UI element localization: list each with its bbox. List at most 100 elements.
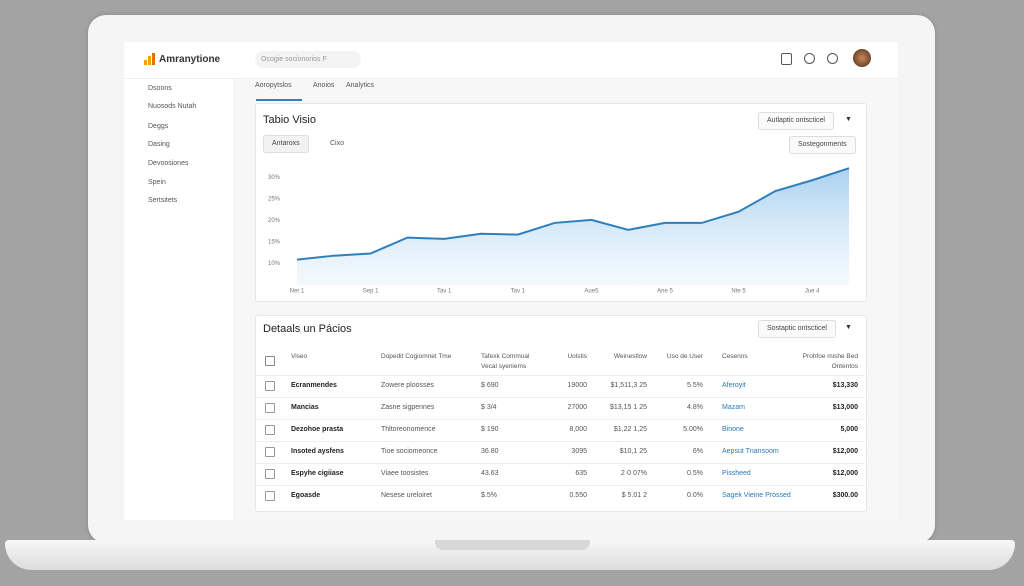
table-cell: 43.63 <box>481 470 499 477</box>
x-tick-label: Sep 1 <box>363 289 379 295</box>
area <box>297 168 849 285</box>
table-cell: Egoasde <box>291 492 321 499</box>
sidebar-item[interactable]: Spein <box>148 179 166 186</box>
table-cell: Insoted aysfens <box>291 448 344 455</box>
table-cell: 2·0 07% <box>620 470 647 477</box>
row-divider <box>255 419 865 420</box>
table-cell: 635 <box>575 470 587 477</box>
table-dropdown[interactable]: Sostaptic ontscticel <box>758 320 836 338</box>
settings-icon[interactable] <box>827 53 838 64</box>
avatar[interactable] <box>853 49 871 67</box>
table-cell: Espyhe cigiiase <box>291 470 344 477</box>
search[interactable]: Ocogie socionorios F <box>255 51 361 68</box>
header-checkbox[interactable] <box>265 356 275 366</box>
logo: Amranytione <box>159 54 221 65</box>
row-checkbox[interactable] <box>265 491 275 501</box>
table-cell: 19000 <box>567 382 587 389</box>
table-cell: 0.0% <box>687 492 703 499</box>
chart-dropdown[interactable]: Autlaptic ontscticel <box>758 112 834 130</box>
table-cell: $300.00 <box>832 492 858 499</box>
active-tab-underline <box>256 99 302 101</box>
segments-button[interactable]: Sostegonments <box>789 136 856 154</box>
table-cell: 0.550 <box>569 492 587 499</box>
line-chart: 10% 15% 20% 25% 30% Ner 1 Sep 1 Tav 1 Tav 1 Aue5 A… <box>268 167 850 295</box>
column-header: Tafexk Commoal Vecal syeniems <box>481 353 530 370</box>
column-header: Prohfoe mishe Bed Ontentos <box>802 353 858 370</box>
table-cell[interactable]: Sagek Vieine Prossed <box>722 492 791 499</box>
x-tick-label: Tav 1 <box>511 289 526 295</box>
table-cell: 3095 <box>571 448 587 455</box>
y-tick-label: 20% <box>268 218 281 224</box>
tab[interactable]: Analytics <box>346 82 375 89</box>
table-cell: $.5% <box>481 492 497 499</box>
subtab[interactable]: Antaroxs <box>263 135 309 153</box>
sidebar-item[interactable]: Nuosods Nutah <box>148 103 197 110</box>
x-tick-label: Jue 4 <box>805 289 820 295</box>
column-header: Viseo <box>291 353 308 360</box>
table-cell: $1,511,3 25 <box>610 382 647 389</box>
row-checkbox[interactable] <box>265 447 275 457</box>
sidebar-item[interactable]: Dasing <box>148 141 170 148</box>
table-cell: Dezohoe prasta <box>291 426 344 433</box>
sidebar-item[interactable]: Sertsitets <box>148 197 178 204</box>
row-divider <box>255 485 865 486</box>
chart-title: Tabio Visio <box>263 114 316 126</box>
table-title: Detaals un Pácios <box>263 323 352 335</box>
column-header: Uso de User <box>666 353 703 360</box>
dropdown-arrow[interactable]: ▼ <box>845 324 852 331</box>
subtab[interactable]: Cixo <box>330 140 345 147</box>
table-cell: 8,000 <box>569 426 587 433</box>
table-cell: $10,1 25 <box>619 448 647 455</box>
line <box>296 167 850 261</box>
screen: Amranytione Ocogie socionorios F Tabio V… <box>124 42 898 520</box>
table-cell[interactable]: Mazam <box>722 404 745 411</box>
table-cell: 5.5% <box>687 382 703 389</box>
row-checkbox[interactable] <box>265 469 275 479</box>
table-cell: $13,000 <box>832 404 858 411</box>
table-cell[interactable]: Aferoyit <box>722 382 746 389</box>
table-cell: $ 3/4 <box>481 404 497 411</box>
table-cell[interactable]: Aepsut Tnansoom <box>722 448 779 455</box>
column-header: Cesenns <box>722 353 748 360</box>
table-cell: Zasne sigpennes <box>381 404 435 411</box>
table-cell: 0.5% <box>687 470 703 477</box>
table-cell[interactable]: Pissheed <box>722 470 751 477</box>
x-tick-label: Tav 1 <box>437 289 452 295</box>
table-cell: Ecranmendes <box>291 382 337 389</box>
table-cell: 27000 <box>567 404 587 411</box>
top-bar <box>124 42 898 79</box>
row-divider <box>255 375 865 376</box>
table-cell: $13,330 <box>832 382 858 389</box>
table-cell[interactable]: Binone <box>722 426 744 433</box>
search-icon[interactable] <box>804 53 815 64</box>
sidebar-item[interactable]: Devoosiones <box>148 160 189 167</box>
row-divider <box>255 397 865 398</box>
table-cell: $ 190 <box>481 426 499 433</box>
table-cell: 4.8% <box>687 404 703 411</box>
sidebar-item[interactable]: Deggs <box>148 123 169 130</box>
tab[interactable]: Anoios <box>313 82 335 89</box>
dropdown-arrow[interactable]: ▼ <box>845 116 852 123</box>
y-tick-label: 25% <box>268 196 281 202</box>
table-cell: Nesese ureloiret <box>381 492 432 499</box>
table-cell: $ 5.01 2 <box>621 492 647 499</box>
table-cell: $13,15 1 25 <box>610 404 647 411</box>
row-checkbox[interactable] <box>265 425 275 435</box>
row-checkbox[interactable] <box>265 381 275 391</box>
row-divider <box>255 441 865 442</box>
row-checkbox[interactable] <box>265 403 275 413</box>
notification-icon[interactable] <box>781 53 792 65</box>
notch <box>435 540 590 550</box>
tab[interactable]: Aoropytslos <box>255 82 292 89</box>
x-tick-label: Ner 1 <box>290 289 305 295</box>
table-card <box>255 315 867 512</box>
sidebar <box>124 79 235 520</box>
column-header: Uolstis <box>567 353 587 360</box>
table-cell: Mancias <box>291 404 319 411</box>
sidebar-item[interactable]: Dsoons <box>148 85 172 92</box>
table-cell: 6% <box>692 448 703 455</box>
x-tick-label: Nte 5 <box>731 289 746 295</box>
y-tick-label: 10% <box>268 261 281 267</box>
table-cell: Thltoreonomence <box>381 426 436 433</box>
